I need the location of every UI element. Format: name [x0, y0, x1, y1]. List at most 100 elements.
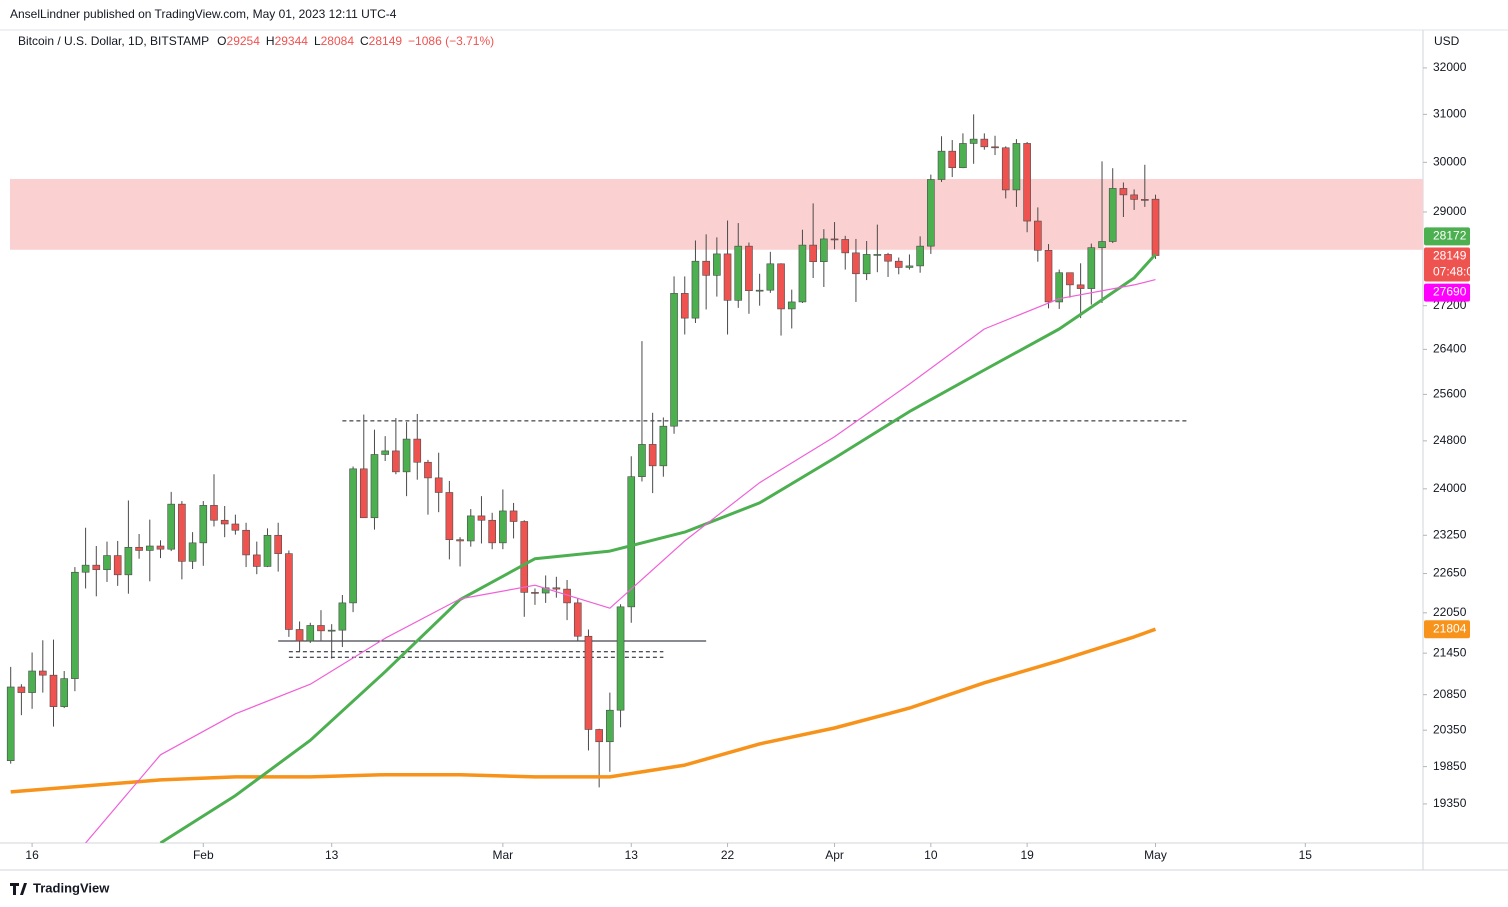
candle-body: [745, 245, 753, 292]
candle-body: [702, 260, 710, 276]
price-tag: [1424, 620, 1470, 639]
x-tick-label: Apr: [825, 848, 844, 862]
average-line: [10, 627, 1157, 794]
candle-body: [905, 265, 914, 268]
candle-body: [434, 477, 443, 493]
candle-body: [38, 670, 47, 676]
price-tag-label: 21804: [1433, 621, 1467, 635]
candle-body: [295, 629, 304, 642]
x-tick-label: Mar: [493, 848, 514, 862]
price-tag: [1424, 227, 1470, 246]
x-tick-label: 10: [924, 848, 938, 862]
candle-body: [798, 244, 807, 303]
candle-body: [413, 438, 422, 463]
logo-icon: [10, 883, 27, 895]
symbol: Bitcoin / U.S. Dollar, 1D, BITSTAMP: [18, 34, 209, 48]
candle-body: [252, 554, 261, 567]
candle-body: [178, 503, 186, 562]
candle-body: [103, 555, 111, 570]
candle-body: [852, 252, 860, 275]
candle-body: [734, 245, 743, 301]
candle-body: [456, 539, 464, 542]
x-tick-label: May: [1144, 848, 1167, 862]
candle-body: [830, 238, 839, 241]
y-tick-label: 24000: [1433, 481, 1467, 495]
open-value: 29254: [227, 34, 261, 48]
candle-body: [937, 150, 946, 180]
candle-body: [884, 254, 892, 262]
candle-body: [317, 625, 325, 632]
y-tick-label: 22650: [1433, 566, 1467, 580]
low-value: 28084: [321, 34, 355, 48]
change: −1086 (−3.71%): [408, 34, 494, 48]
candle-body: [359, 468, 368, 519]
candle-body: [1130, 194, 1138, 200]
candle-body: [370, 454, 379, 519]
candle-body: [1151, 198, 1160, 256]
y-tick-label: 25600: [1433, 387, 1467, 401]
candle-body: [894, 260, 903, 268]
attribution: AnselLindner published on TradingView.co…: [10, 7, 397, 21]
x-tick-label: 19: [1020, 848, 1034, 862]
candle-body: [1012, 143, 1021, 191]
candle-body: [81, 564, 90, 573]
candle-body: [1023, 143, 1031, 222]
candle-body: [113, 555, 122, 576]
x-tick-label: 13: [625, 848, 639, 862]
x-tick-label: 13: [325, 848, 339, 862]
x-tick-label: Feb: [193, 848, 214, 862]
candle-body: [402, 438, 411, 473]
candle-body: [231, 523, 240, 531]
candle-body: [477, 515, 486, 521]
ohlc-label: C: [360, 34, 369, 48]
candle-body: [606, 709, 614, 743]
candle-body: [862, 254, 871, 275]
candle-body: [959, 143, 967, 169]
candle-body: [210, 505, 218, 521]
y-tick-label: 21450: [1433, 645, 1467, 659]
candle-body: [723, 253, 732, 301]
y-tick-label: 29000: [1433, 204, 1467, 218]
candle-body: [327, 629, 336, 632]
candle-body: [424, 461, 432, 479]
candle-body: [1141, 199, 1149, 201]
candle-body: [263, 534, 272, 567]
candle-body: [349, 468, 357, 604]
countdown: 07:48:03: [1433, 265, 1480, 279]
price-tag-label: 27690: [1433, 285, 1467, 299]
candle-body: [969, 138, 978, 144]
candle-body: [1034, 220, 1042, 251]
y-tick-label: 19350: [1433, 796, 1467, 810]
candle-body: [927, 179, 935, 247]
candle-body: [167, 503, 175, 550]
candle-body: [616, 606, 625, 711]
ohlc-label: H: [266, 34, 275, 48]
candle-body: [1044, 249, 1053, 303]
candle-body: [584, 635, 593, 730]
price-tag: [1424, 247, 1470, 282]
candle-body: [49, 674, 58, 707]
candle-body: [873, 254, 882, 256]
candle-body: [381, 450, 389, 455]
y-tick-label: 31000: [1433, 107, 1467, 121]
candle-body: [17, 686, 26, 693]
candle-body: [6, 686, 15, 762]
candle-body: [820, 238, 828, 263]
currency: USD: [1434, 34, 1460, 48]
candle-body: [488, 519, 496, 544]
candle-body: [1087, 247, 1096, 289]
candle-body: [948, 150, 957, 169]
average-line: [85, 279, 1156, 843]
price-tag-label: 28172: [1433, 228, 1467, 242]
candle-body: [520, 521, 529, 593]
footer-text: TradingView: [33, 880, 110, 895]
candle-body: [145, 545, 154, 551]
candle-body: [670, 293, 678, 427]
candle-body: [531, 592, 539, 594]
candle-body: [659, 425, 668, 467]
candle-body: [916, 245, 924, 267]
candle-body: [509, 510, 518, 522]
candle-body: [466, 515, 475, 542]
y-tick-label: 22050: [1433, 605, 1467, 619]
